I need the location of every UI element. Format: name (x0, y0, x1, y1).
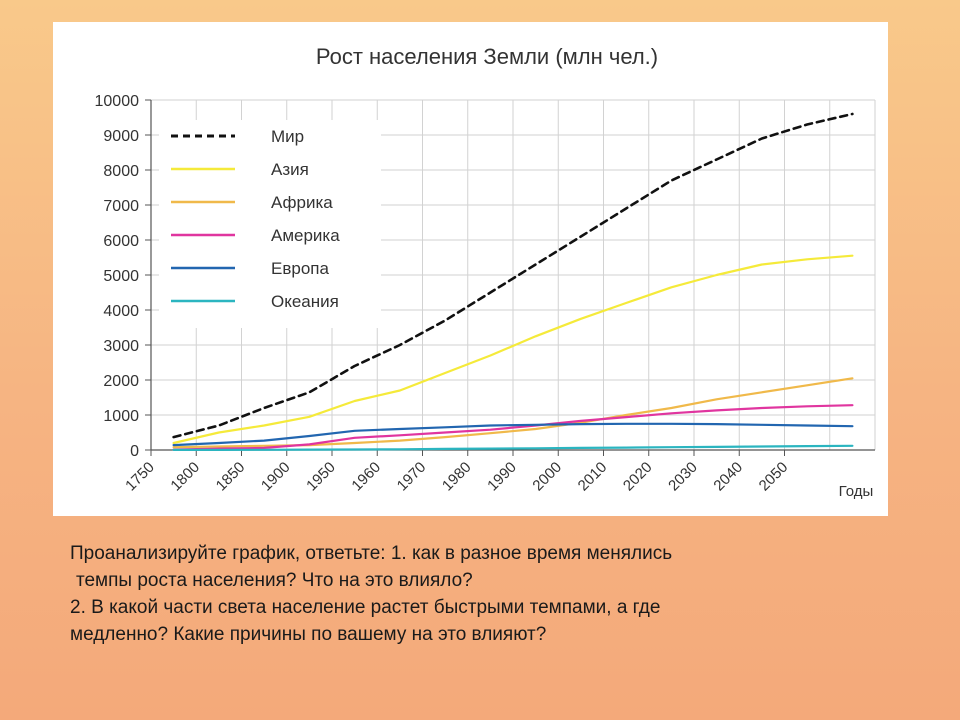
legend-label: Океания (271, 292, 339, 311)
series-line (172, 404, 854, 451)
x-tick-label: 2010 (575, 459, 611, 495)
x-tick-label: 1950 (303, 459, 339, 495)
y-tick-label: 8000 (103, 163, 139, 180)
series-line (172, 422, 854, 447)
x-tick-label: 1850 (213, 459, 249, 495)
chart-title: Рост населения Земли (млн чел.) (316, 44, 658, 69)
question-text: Проанализируйте график, ответьте: 1. как… (70, 540, 890, 648)
y-tick-label: 1000 (103, 408, 139, 425)
question-line-2: темпы роста населения? Что на это влияло… (76, 570, 473, 591)
x-axis-label: Годы (839, 483, 874, 500)
series-line (172, 112, 854, 439)
x-tick-label: 1990 (484, 459, 520, 495)
x-tick-label: 1960 (348, 459, 384, 495)
x-tick-label: 2030 (665, 459, 701, 495)
x-tick-label: 2020 (620, 459, 656, 495)
question-line-3: 2. В какой части света население растет … (70, 597, 661, 618)
y-tick-label: 6000 (103, 233, 139, 250)
question-line-1: Проанализируйте график, ответьте: 1. как… (70, 543, 673, 564)
population-chart: Рост населения Земли (млн чел.) 0 1000 200… (95, 44, 876, 500)
x-tick-label: 1970 (394, 459, 430, 495)
x-tick-label: 1750 (122, 459, 158, 495)
y-tick-label: 3000 (103, 338, 139, 355)
y-tick-label: 0 (130, 443, 139, 460)
legend-label: Америка (271, 226, 340, 245)
y-tick-label: 7000 (103, 198, 139, 215)
y-tick-label: 10000 (95, 93, 140, 110)
x-tick-label: 2050 (756, 459, 792, 495)
question-line-4: медленно? Какие причины по вашему на это… (70, 624, 547, 645)
x-tick-label: 1900 (258, 459, 294, 495)
x-tick-label: 1800 (167, 459, 203, 495)
legend: Мир Азия Африка Америка Европа Океания (159, 120, 381, 328)
series-line (172, 254, 854, 445)
x-tick-label: 1980 (439, 459, 475, 495)
x-tick-label: 2000 (529, 459, 565, 495)
series-line (172, 444, 854, 451)
y-tick-label: 4000 (103, 303, 139, 320)
legend-label: Мир (271, 127, 304, 146)
chart-panel: Рост населения Земли (млн чел.) 0 1000 200… (53, 22, 888, 516)
y-tick-label: 2000 (103, 373, 139, 390)
legend-box (159, 120, 381, 328)
legend-label: Африка (271, 193, 333, 212)
legend-label: Азия (271, 160, 309, 179)
legend-label: Европа (271, 259, 329, 278)
series-lines (172, 112, 854, 451)
y-tick-label: 5000 (103, 268, 139, 285)
y-tick-label: 9000 (103, 128, 139, 145)
x-tick-label: 2040 (710, 459, 746, 495)
